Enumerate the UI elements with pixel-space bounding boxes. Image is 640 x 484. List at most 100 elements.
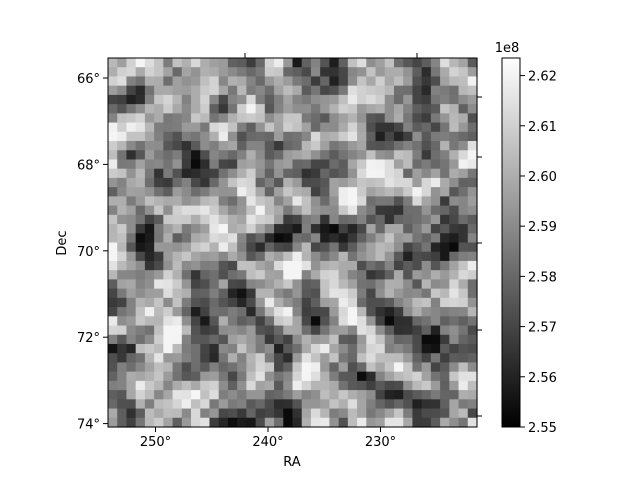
heatmap-cell [200,325,211,336]
heatmap-cell [209,205,220,216]
heatmap-cell [237,131,247,142]
heatmap-cell [366,104,377,114]
heatmap-cell [384,353,395,364]
heatmap-cell [108,316,118,327]
heatmap-cell [421,224,432,234]
heatmap-cell [430,131,441,142]
heatmap-cell [440,224,450,234]
heatmap-cell [163,316,174,327]
heatmap-cell [467,214,478,225]
heatmap-cell [144,67,155,78]
heatmap-cell [366,242,377,253]
heatmap-cell [126,104,137,114]
heatmap-cell [264,177,275,188]
heatmap-cell [393,417,404,428]
heatmap-cell [412,270,423,280]
heatmap-cell [227,76,238,87]
heatmap-cell [218,343,229,354]
heatmap-cell [310,159,321,170]
heatmap-cell [144,288,155,299]
heatmap-cell [347,307,358,317]
heatmap-cell [301,371,312,382]
heatmap-cell [310,362,321,373]
heatmap-cell [366,408,377,419]
heatmap-cell [154,58,164,68]
heatmap-cell [375,122,386,133]
heatmap-cell [329,279,340,290]
heatmap-cell [237,288,247,299]
heatmap-cell [135,67,146,78]
heatmap-cell [421,205,432,216]
heatmap-cell [366,362,377,373]
heatmap-cell [283,113,294,124]
heatmap-cell [320,205,330,216]
heatmap-cell [154,260,164,271]
heatmap-cell [292,307,303,317]
heatmap-cell [375,270,386,280]
heatmap-cell [412,67,423,78]
heatmap-cell [366,307,377,317]
heatmap-cell [310,371,321,382]
heatmap-cell [347,260,358,271]
heatmap-cell [393,270,404,280]
heatmap-cell [467,417,478,428]
heatmap-cell [301,76,312,87]
heatmap-cell [467,177,478,188]
heatmap-cell [144,113,155,124]
heatmap-cell [154,224,164,234]
heatmap-cell [154,168,164,179]
heatmap-cell [384,242,395,253]
heatmap-cell [126,251,137,262]
heatmap-cell [126,122,137,133]
heatmap-cell [135,159,146,170]
heatmap-cell [237,417,247,428]
heatmap-cell [117,141,128,151]
heatmap-cell [292,233,303,244]
heatmap-cell [274,279,284,290]
heatmap-cell [338,362,349,373]
heatmap-cell [237,196,247,207]
heatmap-cell [255,362,266,373]
heatmap-cell [421,270,432,280]
heatmap-cell [421,214,432,225]
heatmap-cell [357,408,367,419]
heatmap-cell [181,380,192,391]
heatmap-cell [301,58,312,68]
heatmap-cell [144,168,155,179]
heatmap-cell [440,408,450,419]
heatmap-cell [310,131,321,142]
heatmap-cell [393,159,404,170]
heatmap-cell [430,251,441,262]
heatmap-cell [172,325,183,336]
heatmap-cell [246,362,257,373]
heatmap-cell [117,325,128,336]
heatmap-cell [338,224,349,234]
heatmap-cell [227,168,238,179]
y-axis-label: Dec [55,230,70,255]
heatmap-cell [357,104,367,114]
heatmap-cell [117,353,128,364]
heatmap-cell [227,279,238,290]
y-tick-label: 72° [77,331,100,346]
heatmap-cell [163,307,174,317]
heatmap-cell [274,113,284,124]
heatmap-cell [163,141,174,151]
heatmap-cell [375,260,386,271]
heatmap-cell [329,316,340,327]
heatmap-cell [218,177,229,188]
heatmap-cell [458,67,469,78]
heatmap-cell [393,94,404,105]
heatmap-cell [375,233,386,244]
heatmap-cell [301,362,312,373]
heatmap-cell [393,196,404,207]
heatmap-cell [310,168,321,179]
heatmap-cell [467,270,478,280]
heatmap-cell [264,353,275,364]
heatmap-cell [264,334,275,345]
heatmap-cell [421,67,432,78]
heatmap-cell [412,325,423,336]
heatmap-cell [172,417,183,428]
heatmap-cell [384,297,395,308]
heatmap-cell [440,214,450,225]
heatmap-cell [283,205,294,216]
